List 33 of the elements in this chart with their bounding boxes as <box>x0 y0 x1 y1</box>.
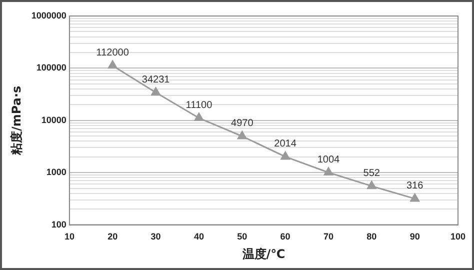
point <box>151 87 160 96</box>
x-tick-label: 30 <box>150 232 161 242</box>
y-tick-label: 10000 <box>41 114 66 125</box>
y-tick-label: 100 <box>51 219 66 230</box>
data-label: 4970 <box>231 118 254 129</box>
x-tick-label: 60 <box>280 232 290 242</box>
x-tick-label: 80 <box>366 232 377 242</box>
point <box>237 131 247 140</box>
point <box>367 180 376 190</box>
data-label: 2014 <box>274 138 297 150</box>
data-label: 34231 <box>142 74 170 86</box>
y-tick-label: 100000 <box>36 62 66 73</box>
y-tick-label: 1000 <box>46 167 66 178</box>
point <box>194 112 204 122</box>
data-label: 1004 <box>317 154 340 166</box>
point <box>280 151 290 160</box>
point <box>410 193 420 202</box>
x-tick-label: 40 <box>194 232 204 242</box>
x-tick-label: 20 <box>108 232 118 242</box>
data-label: 316 <box>406 180 424 192</box>
x-tick-label: 70 <box>323 232 334 242</box>
x-tick-label: 90 <box>410 232 420 242</box>
y-axis-title: 粘度/mPa·s <box>9 86 24 156</box>
data-label: 552 <box>363 168 380 179</box>
point <box>324 167 334 176</box>
x-tick-label: 10 <box>64 232 74 242</box>
y-tick-label: 1000000 <box>31 10 66 20</box>
x-axis-title: 温度/℃ <box>241 246 286 261</box>
point <box>108 60 118 69</box>
x-tick-label: 50 <box>237 232 248 242</box>
data-label: 112000 <box>96 47 130 58</box>
x-tick-label: 100 <box>450 232 466 242</box>
data-label: 11100 <box>186 100 213 111</box>
